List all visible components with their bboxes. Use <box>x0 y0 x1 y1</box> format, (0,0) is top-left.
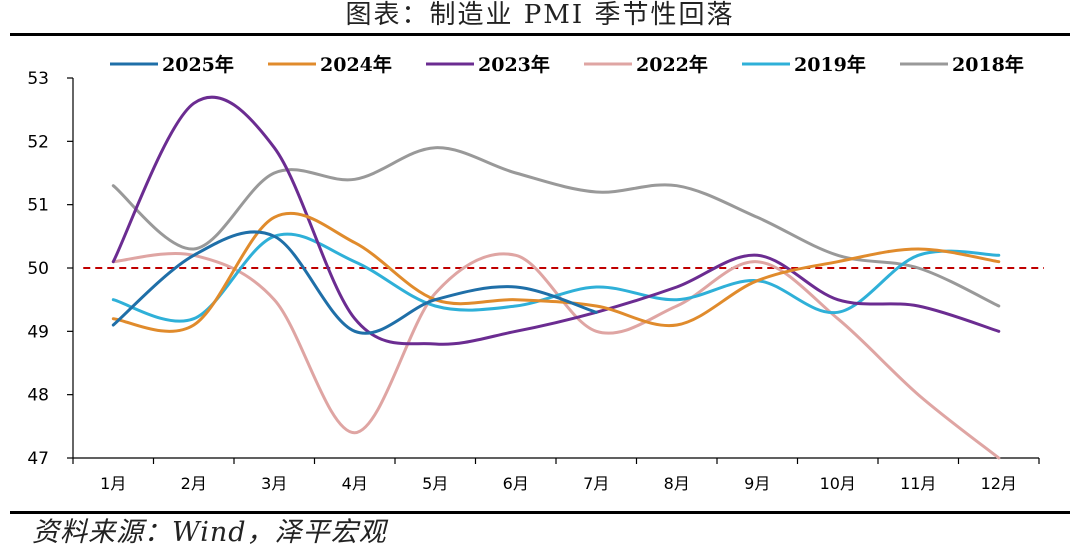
x-tick-label: 3月 <box>261 474 287 493</box>
y-tick-label: 52 <box>27 132 49 152</box>
x-tick-label: 12月 <box>981 474 1017 493</box>
x-tick-label: 2月 <box>181 474 207 493</box>
x-tick-label: 7月 <box>583 474 609 493</box>
y-tick-label: 48 <box>27 386 49 406</box>
series-line-2018 <box>111 146 1001 308</box>
x-tick-label: 4月 <box>342 474 368 493</box>
chart-title: 图表：制造业 PMI 季节性回落 <box>345 0 735 30</box>
y-tick-label: 50 <box>27 259 49 279</box>
pmi-line-chart: 47 48 49 50 51 52 53 1月 2月 3月 4月 5月 6月 7月 8月 9月 10月 11月 12… <box>27 53 1044 493</box>
bottom-rule <box>10 511 1070 514</box>
y-tick-label: 53 <box>27 69 49 89</box>
legend-label: 2023年 <box>478 53 550 76</box>
legend-label: 2019年 <box>794 53 866 76</box>
legend-label: 2022年 <box>636 53 708 76</box>
x-tick-label: 9月 <box>744 474 770 493</box>
legend-label: 2018年 <box>952 53 1024 76</box>
x-tick-label: 6月 <box>503 474 529 493</box>
x-tick-label: 8月 <box>664 474 690 493</box>
legend: 2025年 2024年 2023年 2022年 2019年 2018年 <box>110 53 1024 76</box>
series-line-2024 <box>111 211 1001 333</box>
source-note: 资料来源：Wind，泽平宏观 <box>32 517 387 548</box>
y-tick-label: 51 <box>27 196 49 216</box>
legend-label: 2024年 <box>320 53 392 76</box>
x-tick-label: 5月 <box>422 474 448 493</box>
series-layer <box>111 95 1001 460</box>
axes: 47 48 49 50 51 52 53 1月 2月 3月 4月 5月 6月 7月 8月 9月 10月 11月 12… <box>27 69 1040 493</box>
y-tick-label: 49 <box>27 322 49 342</box>
x-tick-label: 10月 <box>820 474 856 493</box>
x-tick-label: 11月 <box>900 474 936 493</box>
y-tick-label: 47 <box>27 449 49 469</box>
series-line-2025 <box>111 230 598 335</box>
x-tick-label: 1月 <box>100 474 126 493</box>
top-rule <box>10 33 1070 36</box>
legend-label: 2025年 <box>162 53 234 76</box>
series-line-2022 <box>111 251 1001 460</box>
series-line-2023 <box>111 95 1001 346</box>
